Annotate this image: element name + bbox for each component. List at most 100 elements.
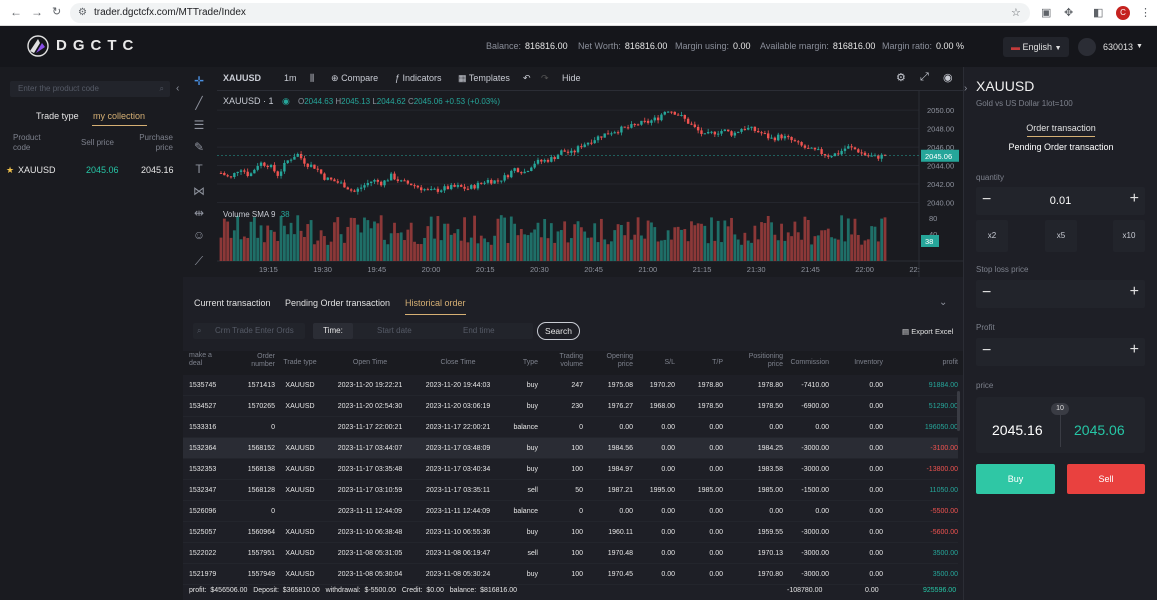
c-label: C (407, 97, 414, 106)
plus-icon[interactable]: + (1129, 190, 1139, 207)
minus-icon[interactable]: − (982, 284, 992, 301)
search-button[interactable]: Search (537, 322, 580, 340)
candle-body (386, 180, 390, 182)
table-scrollbar[interactable] (957, 391, 960, 431)
price-chart[interactable]: 2050.00 2048.00 2046.00 2044.00 2042.00 2040.… (217, 91, 963, 277)
star-icon[interactable]: ★ (6, 165, 15, 175)
table-row[interactable]: 1532364 1568152 XAUUSD 2023-11-17 03:44:07 2… (183, 438, 958, 459)
collapse-icon[interactable]: ‹ (176, 83, 180, 94)
reload-icon[interactable]: ↻ (52, 6, 62, 18)
chevron-down-icon[interactable]: ⌄ (939, 297, 948, 308)
table-row[interactable]: 1534527 1570265 XAUUSD 2023-11-20 02:54:30 2… (183, 396, 958, 417)
volume-bar (680, 229, 683, 261)
camera-icon[interactable]: ◉ (943, 72, 953, 84)
indicators-button[interactable]: ƒ Indicators (395, 73, 442, 83)
fib-icon[interactable]: ☰ (193, 118, 205, 132)
multiplier-x5-button[interactable]: x5 (1045, 220, 1077, 252)
pattern-icon[interactable]: ⋈ (193, 184, 205, 198)
table-cell: -3100.00 (930, 445, 958, 452)
profile-avatar[interactable]: C (1116, 6, 1130, 20)
brush-icon[interactable]: ✎ (193, 140, 205, 154)
plus-icon[interactable]: + (1129, 283, 1139, 300)
volume-bar (683, 229, 687, 261)
table-row[interactable]: 1532353 1568138 XAUUSD 2023-11-17 03:35:48 2… (183, 459, 958, 480)
volume-bar (276, 240, 280, 261)
table-row[interactable]: 1532347 1568128 XAUUSD 2023-11-17 03:10:59 2… (183, 480, 958, 501)
volume-bar (246, 237, 250, 261)
symbol-button[interactable]: XAUUSD (223, 73, 262, 83)
candle-body (500, 180, 503, 182)
plus-icon[interactable]: + (1129, 341, 1139, 358)
emoji-icon[interactable]: ☺ (192, 228, 206, 242)
tab-my-collection[interactable]: my collection (93, 111, 146, 121)
compare-button[interactable]: ⊕ Compare (331, 73, 378, 84)
menu-dots-icon[interactable]: ⋮ (1140, 7, 1151, 19)
trend-line-icon[interactable]: ╱ (195, 96, 203, 110)
table-row[interactable]: 1526096 0 2023-11-11 12:44:09 2023-11-11 12… (183, 501, 958, 522)
text-icon[interactable]: T (195, 162, 203, 176)
forward-icon[interactable]: → (31, 5, 43, 19)
fullscreen-icon[interactable]: ⤢ (920, 71, 929, 83)
sidebar-icon[interactable]: ◧ (1093, 7, 1104, 19)
table-cell: XAUUSD (285, 550, 315, 557)
back-icon[interactable]: ← (10, 5, 22, 19)
settings-icon[interactable]: ⚙ (896, 72, 906, 84)
tab-historical-order[interactable]: Historical order (405, 298, 466, 308)
table-row[interactable]: 1533316 0 2023-11-17 22:00:21 2023-11-17 22… (183, 417, 958, 438)
volume-bar (336, 217, 340, 261)
volume-bar (393, 222, 396, 261)
tab-pending-order-transaction[interactable]: Pending Order transaction (1008, 142, 1114, 152)
x-tick-label: 19:30 (313, 265, 332, 274)
undo-icon[interactable]: ↶ (523, 73, 531, 83)
stop-loss-stepper[interactable]: − + (976, 280, 1145, 308)
address-bar[interactable]: ⚙ trader.dgctcfx.com/MTTrade/Index (70, 3, 1030, 23)
site-info-icon[interactable]: ⚙ (78, 7, 87, 18)
hide-button[interactable]: Hide (562, 73, 581, 83)
tab-current-transaction[interactable]: Current transaction (194, 298, 271, 308)
table-cell: XAUUSD (285, 445, 315, 452)
candle-body (533, 163, 536, 168)
product-search-input[interactable]: Enter the product code ⌕ (10, 81, 170, 97)
candle-style-icon[interactable]: ⫼ (310, 73, 315, 83)
bookmark-star-icon[interactable]: ☆ (1011, 7, 1021, 19)
logo-icon (27, 35, 49, 57)
redo-icon[interactable]: ↷ (541, 73, 549, 83)
multiplier-x10-button[interactable]: x10 (1113, 220, 1145, 252)
table-row[interactable]: 1535745 1571413 XAUUSD 2023-11-20 19:22:21 2… (183, 375, 958, 396)
table-row[interactable]: 1522022 1557951 XAUUSD 2023-11-08 05:31:05 2… (183, 543, 958, 564)
user-menu[interactable]: 630013 ▼ (1078, 37, 1148, 57)
crosshair-icon[interactable]: ✛ (193, 74, 205, 88)
minus-icon[interactable]: − (982, 191, 992, 208)
extension-icon[interactable]: ▣ (1041, 7, 1052, 19)
table-cell: 1978.50 (757, 403, 783, 410)
measure-icon[interactable]: ⇹ (193, 206, 205, 220)
date-range-picker[interactable]: Time: Start date End time (313, 323, 533, 339)
volume-bar (700, 223, 703, 261)
buy-button[interactable]: Buy (976, 464, 1055, 494)
tab-order-transaction[interactable]: Order transaction (1026, 123, 1096, 133)
expand-icon[interactable]: › (964, 83, 968, 94)
quantity-value[interactable]: 0.01 (1049, 195, 1072, 207)
puzzle-icon[interactable]: ✥ (1064, 7, 1074, 19)
candle-body (276, 171, 279, 176)
language-select[interactable]: ▬ English ▼ (1003, 37, 1069, 57)
table-cell: 100 (571, 445, 583, 452)
minus-icon[interactable]: − (982, 342, 992, 359)
table-row[interactable]: 1525057 1560964 XAUUSD 2023-11-10 06:38:48 2… (183, 522, 958, 543)
export-excel-button[interactable]: ▤ Export Excel (902, 327, 953, 336)
candle-body (777, 134, 780, 141)
tab-pending-order[interactable]: Pending Order transaction (285, 298, 391, 308)
tab-trade-type[interactable]: Trade type (36, 111, 79, 121)
interval-button[interactable]: 1m (284, 73, 297, 83)
volume-bar (343, 242, 346, 261)
take-profit-stepper[interactable]: − + (976, 338, 1145, 366)
order-filter-input[interactable]: ⌕ Crm Trade Enter Ords (193, 323, 305, 339)
candle-body (266, 165, 269, 167)
ruler-icon[interactable]: ⟋ (194, 254, 204, 268)
table-row[interactable]: 1521979 1557949 XAUUSD 2023-11-08 05:30:04 2… (183, 564, 958, 585)
quantity-stepper[interactable]: − 0.01 + (976, 187, 1145, 215)
templates-button[interactable]: ▦ Templates (458, 73, 510, 84)
sell-button[interactable]: Sell (1067, 464, 1145, 494)
multiplier-x2-button[interactable]: x2 (976, 220, 1008, 252)
chart-canvas[interactable]: 2050.00 2048.00 2046.00 2044.00 2042.00 2040.… (217, 91, 963, 277)
